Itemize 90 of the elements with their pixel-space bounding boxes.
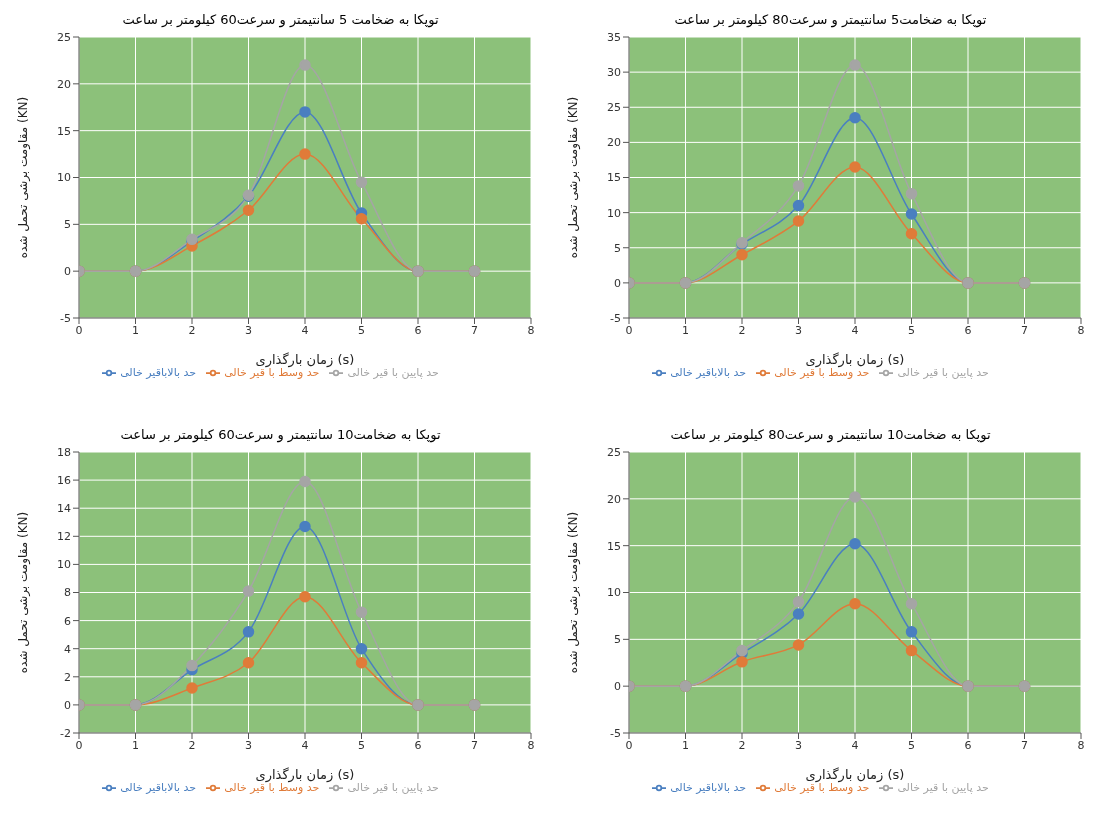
x-tick-label: 5 xyxy=(357,738,365,752)
y-tick-label: 6 xyxy=(63,614,71,628)
y-tick-label: 25 xyxy=(606,101,621,115)
y-tick-label: -5 xyxy=(609,311,621,325)
x-tick-label: 3 xyxy=(794,738,802,752)
x-tick-label: 0 xyxy=(625,323,632,337)
y-axis-title: مقاومت برشی تحمل شده (KN) xyxy=(565,96,581,259)
x-tick-label: 2 xyxy=(188,738,195,752)
y-tick-label: 0 xyxy=(613,680,621,694)
y-tick-label: 5 xyxy=(63,218,71,232)
x-axis-title: زمان بارگذاری (s) xyxy=(805,767,904,783)
x-tick-label: 8 xyxy=(1077,323,1084,337)
y-tick-label: 0 xyxy=(63,698,71,712)
x-tick-label: 0 xyxy=(75,738,82,752)
x-tick-label: 6 xyxy=(414,738,421,752)
x-tick-label: 2 xyxy=(738,323,745,337)
x-tick-label: 1 xyxy=(131,323,139,337)
y-tick-label: 20 xyxy=(56,77,71,91)
x-tick-label: 8 xyxy=(527,323,534,337)
legend-label: حد پایین با قیر خالی xyxy=(897,781,989,794)
x-tick-label: 1 xyxy=(681,323,689,337)
y-tick-label: 20 xyxy=(606,492,621,506)
legend-label: حد بالاباقیر خالی xyxy=(120,366,197,379)
y-axis-title: مقاومت برشی تحمل شده (KN) xyxy=(565,511,581,674)
x-tick-label: 3 xyxy=(244,738,252,752)
y-tick-label: 10 xyxy=(606,586,621,600)
chart-title: توپکا به ضخامت5 سانتیمتر و سرعت80 کیلومتر بر ساعت xyxy=(674,12,987,27)
x-tick-label: 4 xyxy=(301,738,308,752)
y-tick-label: 8 xyxy=(63,586,71,600)
y-tick-label: 5 xyxy=(613,633,621,647)
x-tick-label: 7 xyxy=(470,738,478,752)
x-tick-label: 6 xyxy=(414,323,421,337)
x-tick-label: 4 xyxy=(301,323,308,337)
x-tick-label: 1 xyxy=(681,738,689,752)
y-tick-label: 14 xyxy=(56,502,71,516)
x-tick-label: 7 xyxy=(1020,738,1028,752)
y-tick-label: 4 xyxy=(63,642,71,656)
y-tick-label: 25 xyxy=(56,30,71,44)
x-tick-label: 1 xyxy=(131,738,139,752)
y-tick-label: -5 xyxy=(609,726,621,740)
x-tick-label: 0 xyxy=(75,323,82,337)
x-tick-label: 8 xyxy=(1077,738,1084,752)
x-tick-label: 4 xyxy=(851,323,858,337)
x-tick-label: 8 xyxy=(527,738,534,752)
x-tick-label: 3 xyxy=(794,323,802,337)
y-tick-label: 15 xyxy=(606,171,621,185)
x-tick-label: 0 xyxy=(625,738,632,752)
y-tick-label: 0 xyxy=(613,276,621,290)
y-tick-label: 10 xyxy=(606,206,621,220)
legend-label: حد پایین با قیر خالی xyxy=(897,366,989,379)
y-tick-label: 15 xyxy=(56,124,71,138)
y-axis-title: مقاومت برشی تحمل شده (KN) xyxy=(15,96,31,259)
y-tick-label: 30 xyxy=(606,66,621,80)
legend-label: حد بالاباقیر خالی xyxy=(670,366,747,379)
y-axis-title: مقاومت برشی تحمل شده (KN) xyxy=(15,511,31,674)
x-tick-label: 4 xyxy=(851,738,858,752)
x-tick-label: 7 xyxy=(470,323,478,337)
y-tick-label: 5 xyxy=(613,241,621,255)
y-tick-label: 2 xyxy=(63,670,71,684)
y-tick-label: 10 xyxy=(56,558,71,572)
legend-label: حد پایین با قیر خالی xyxy=(347,781,439,794)
legend-label: حد بالاباقیر خالی xyxy=(120,781,197,794)
x-tick-label: 3 xyxy=(244,323,252,337)
chart-title: توپکا به ضخامت10 سانتیمتر و سرعت80 کیلومتر بر ساعت xyxy=(670,427,991,442)
chart-title: توپکا به ضخامت10 سانتیمتر و سرعت60 کیلومتر بر ساعت xyxy=(120,427,441,442)
legend-label: حد پایین با قیر خالی xyxy=(347,366,439,379)
y-tick-label: 20 xyxy=(606,136,621,150)
y-tick-label: 12 xyxy=(56,530,71,544)
legend-label: حد بالاباقیر خالی xyxy=(670,781,747,794)
y-tick-label: -5 xyxy=(59,311,71,325)
x-tick-label: 5 xyxy=(907,323,915,337)
x-tick-label: 5 xyxy=(907,738,915,752)
x-tick-label: 7 xyxy=(1020,323,1028,337)
y-tick-label: 0 xyxy=(63,265,71,279)
x-tick-label: 2 xyxy=(188,323,195,337)
y-tick-label: 18 xyxy=(56,445,71,459)
y-tick-label: -2 xyxy=(59,726,71,740)
y-tick-label: 15 xyxy=(606,539,621,553)
x-axis-title: زمان بارگذاری (s) xyxy=(255,767,354,783)
y-tick-label: 25 xyxy=(606,445,621,459)
x-tick-label: 6 xyxy=(964,738,971,752)
x-tick-label: 2 xyxy=(738,738,745,752)
chart-title: توپکا به ضخامت 5 سانتیمتر و سرعت60 کیلومتر بر ساعت xyxy=(122,12,439,27)
y-tick-label: 10 xyxy=(56,171,71,185)
y-tick-label: 35 xyxy=(606,30,621,44)
x-axis-title: زمان بارگذاری (s) xyxy=(805,352,904,368)
x-tick-label: 5 xyxy=(357,323,365,337)
y-tick-label: 16 xyxy=(56,474,71,488)
x-tick-label: 6 xyxy=(964,323,971,337)
x-axis-title: زمان بارگذاری (s) xyxy=(255,352,354,368)
